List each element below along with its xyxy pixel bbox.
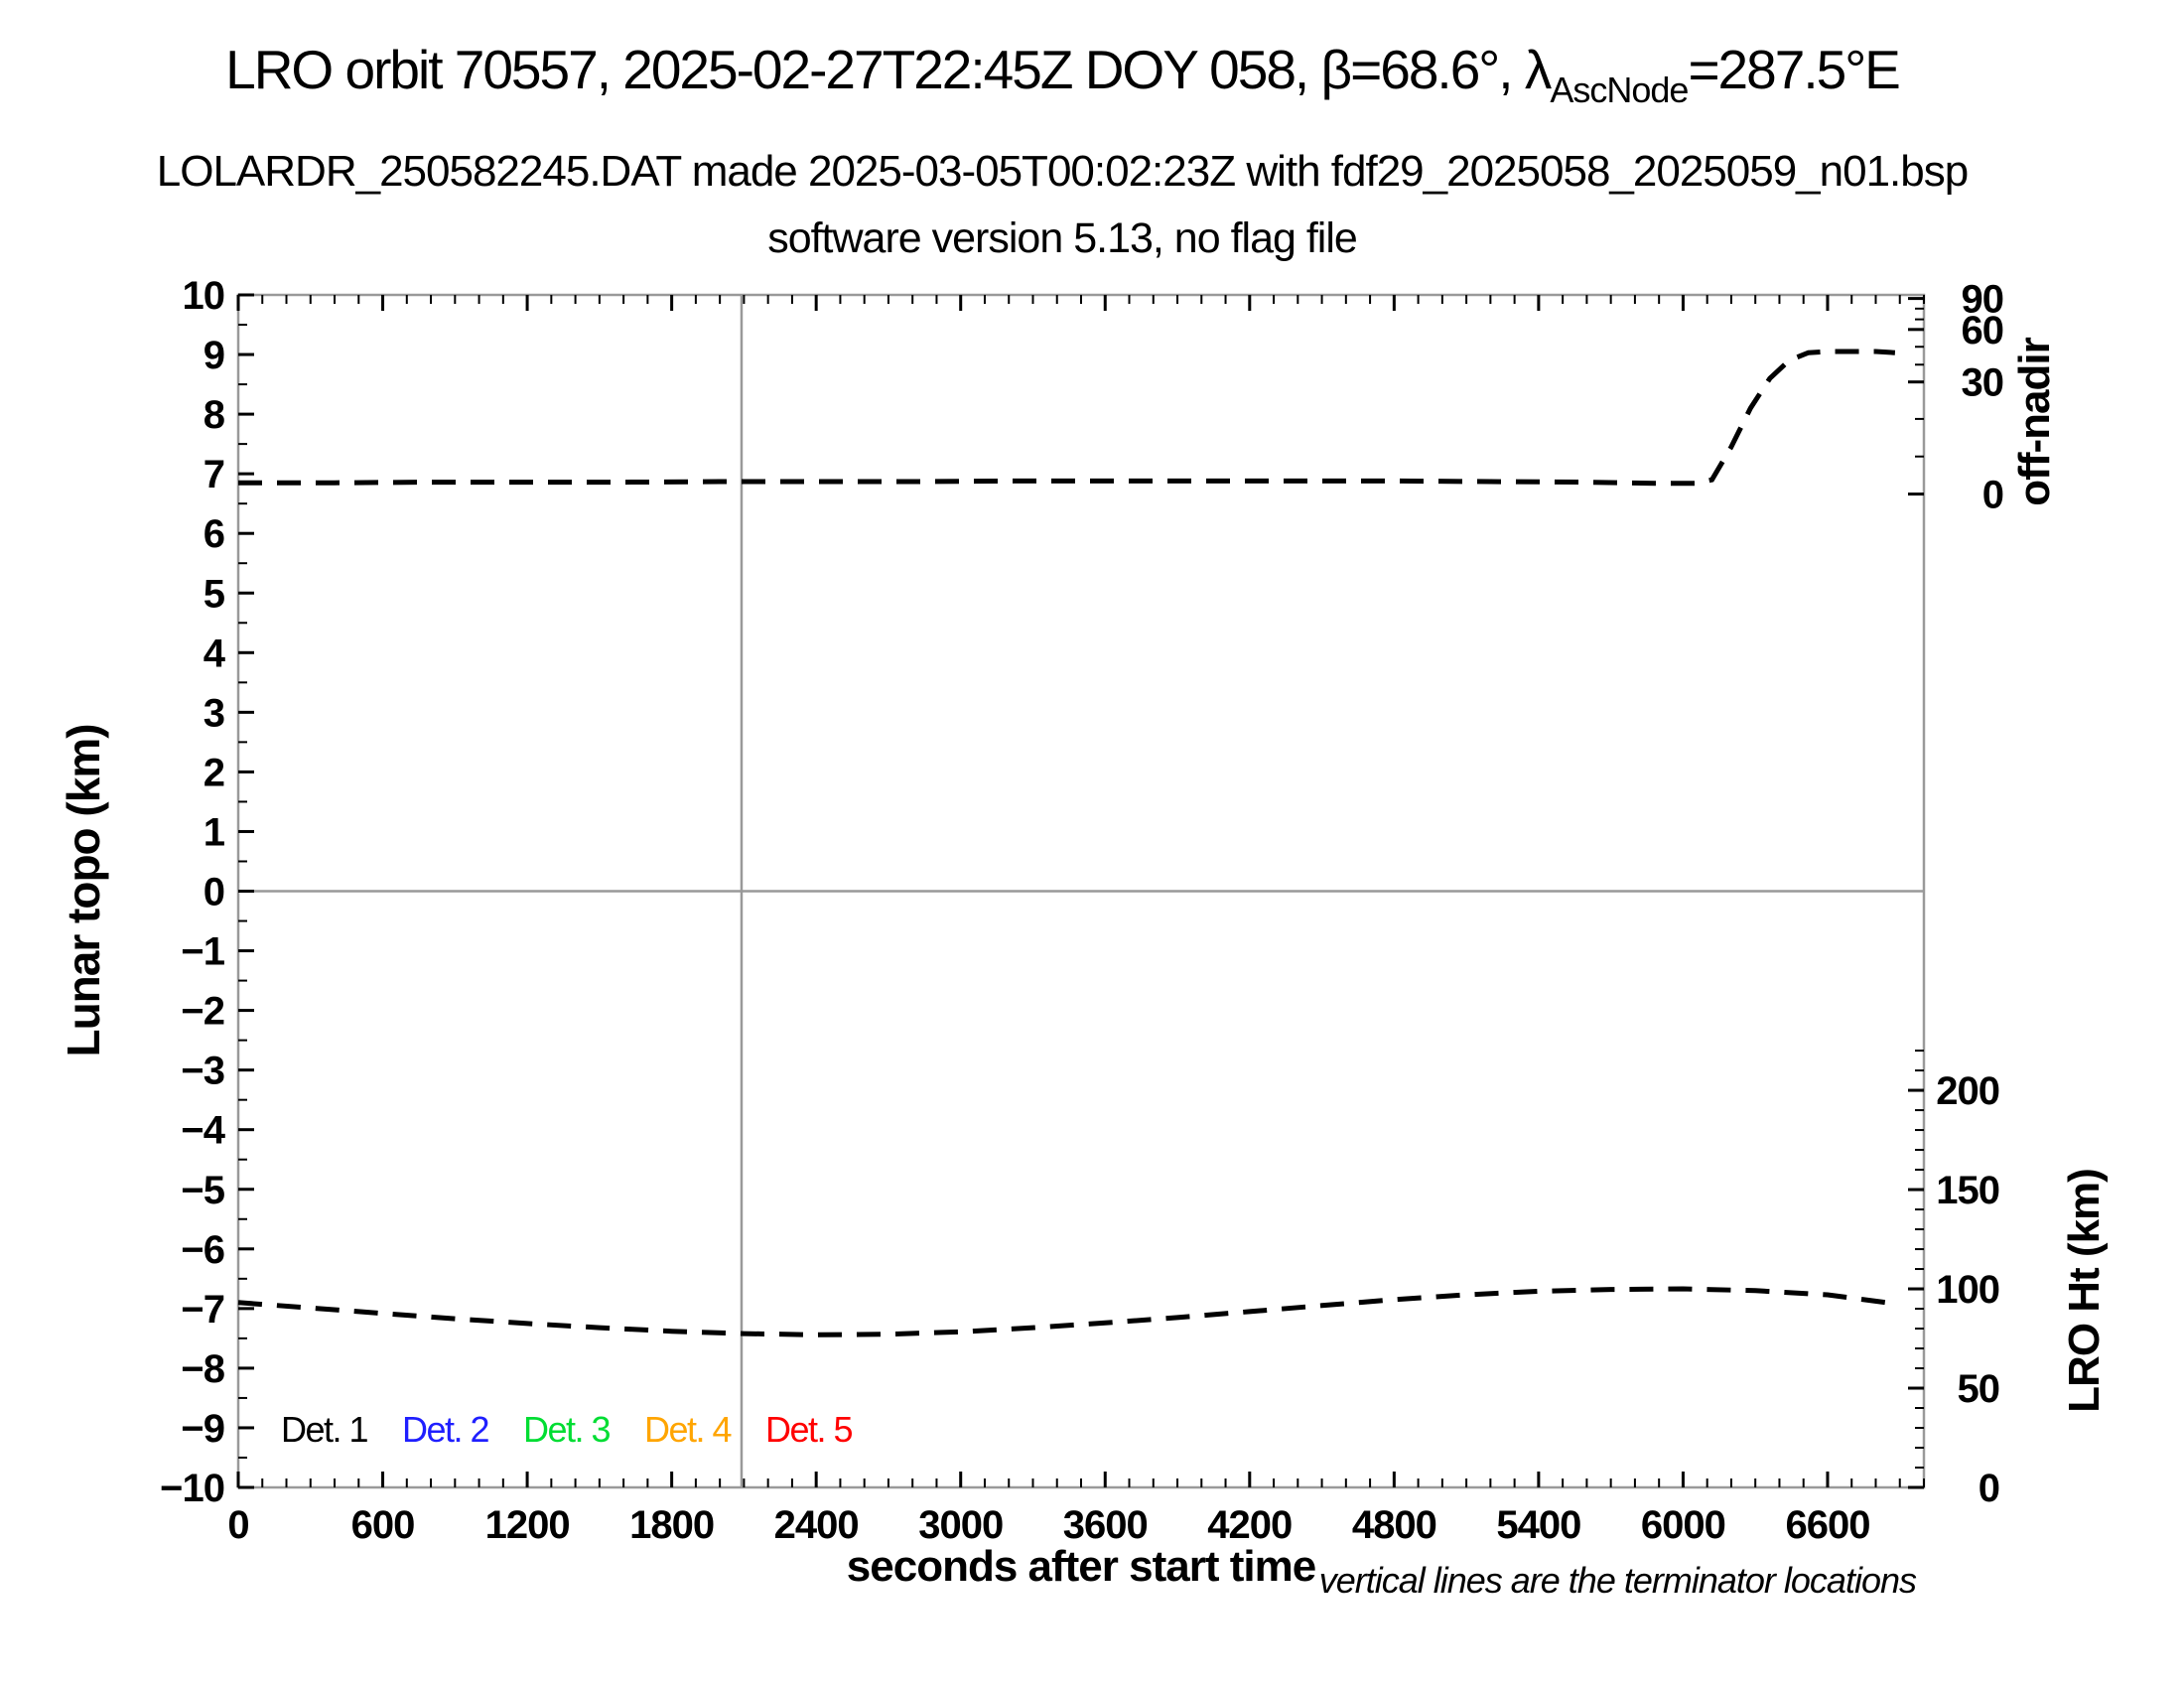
off-nadir-axis-title: off-nadir xyxy=(2010,337,2059,505)
x-axis-title: seconds after start time xyxy=(847,1542,1316,1591)
off-nadir-tick-label: 0 xyxy=(1982,474,2003,517)
x-tick-label: 2400 xyxy=(774,1503,859,1547)
y-tick-label: 2 xyxy=(204,751,224,794)
lro-height-curve xyxy=(237,1286,1896,1337)
off-nadir-tick-label: 90 xyxy=(1962,278,2004,322)
y-tick-label: −6 xyxy=(181,1228,224,1272)
y-tick-label: −10 xyxy=(160,1467,224,1510)
y-tick-label: 7 xyxy=(204,453,224,496)
x-tick-label: 6000 xyxy=(1641,1503,1725,1547)
lro-ht-tick-label: 200 xyxy=(1936,1069,1999,1113)
y-tick-label: −2 xyxy=(181,990,224,1034)
y-tick-label: −7 xyxy=(181,1288,224,1332)
y-tick-label: 4 xyxy=(204,632,226,675)
figure-subtitle-file: LOLARDR_250582245.DAT made 2025-03-05T00… xyxy=(156,147,1969,196)
y-tick-label: 5 xyxy=(204,572,225,616)
figure-subtitle-version: software version 5.13, no flag file xyxy=(767,214,1358,262)
legend-item-3: Det. 3 xyxy=(523,1409,611,1450)
terminator-footnote-text: vertical lines are the terminator locati… xyxy=(1319,1560,1917,1601)
x-tick-label: 0 xyxy=(227,1503,248,1547)
legend-item-1: Det. 1 xyxy=(281,1409,368,1450)
y-tick-label: 9 xyxy=(204,334,224,377)
y-axis-title-text: Lunar topo (km) xyxy=(58,724,109,1056)
x-tick-label: 5400 xyxy=(1496,1503,1580,1547)
y-tick-label: −5 xyxy=(181,1169,224,1212)
x-tick-label: 1200 xyxy=(485,1503,570,1547)
figure-title-tail: =287.5°E xyxy=(1688,39,1900,100)
y-tick-label: −4 xyxy=(181,1109,225,1153)
lro-ht-tick-label: 0 xyxy=(1979,1467,1999,1510)
lro-ht-tick-label: 150 xyxy=(1936,1169,1999,1212)
y-tick-label: −3 xyxy=(181,1050,224,1093)
off-nadir-tick-label: 30 xyxy=(1962,361,2004,405)
lro-ht-axis-title-text: LRO Ht (km) xyxy=(2060,1169,2109,1413)
terminator-footnote: vertical lines are the terminator locati… xyxy=(1319,1560,1918,1601)
legend: Det. 1 Det. 2 Det. 3 Det. 4 Det. 5 xyxy=(281,1409,854,1450)
x-tick-label: 6600 xyxy=(1785,1503,1869,1547)
y-tick-label: 1 xyxy=(204,810,225,854)
y-tick-label: 8 xyxy=(204,393,225,437)
y-tick-label: −1 xyxy=(181,930,224,974)
off-nadir-axis-title-text: off-nadir xyxy=(2010,337,2059,505)
off-nadir-tick-label: 60 xyxy=(1962,309,2004,352)
x-tick-label: 600 xyxy=(351,1503,415,1547)
lro-ht-tick-label: 50 xyxy=(1958,1367,2000,1411)
x-tick-label: 3600 xyxy=(1063,1503,1148,1547)
x-tick-label: 3000 xyxy=(918,1503,1003,1547)
legend-item-2: Det. 2 xyxy=(402,1409,489,1450)
legend-item-4: Det. 4 xyxy=(644,1409,732,1450)
x-axis-title-text: seconds after start time xyxy=(847,1542,1315,1591)
legend-item-5: Det. 5 xyxy=(765,1409,853,1450)
lro-ht-axis-title: LRO Ht (km) xyxy=(2060,1169,2109,1413)
y-tick-label: −9 xyxy=(181,1407,224,1451)
x-tick-label: 1800 xyxy=(629,1503,714,1547)
y-tick-label: 10 xyxy=(183,274,225,318)
figure-title-main: LRO orbit 70557, 2025-02-27T22:45Z DOY 0… xyxy=(225,39,1552,100)
off-nadir-curve xyxy=(238,349,1896,487)
lro-ht-ticks: 200 150 100 50 0 xyxy=(1908,1050,2000,1510)
guide-lines xyxy=(238,295,1924,1487)
figure-title-subscript: AscNode xyxy=(1550,70,1689,110)
x-tick-label: 4200 xyxy=(1207,1503,1292,1547)
y-tick-label: 3 xyxy=(204,691,224,735)
figure-title: LRO orbit 70557, 2025-02-27T22:45Z DOY 0… xyxy=(0,38,2124,111)
x-axis-ticks: 0 600 1200 1800 2400 3000 3600 4200 4800 5400 6000… xyxy=(227,295,1925,1547)
y-tick-label: 0 xyxy=(204,871,224,914)
y-tick-label: −8 xyxy=(181,1347,224,1391)
x-tick-label: 4800 xyxy=(1352,1503,1436,1547)
y-tick-label: 6 xyxy=(204,512,224,556)
lro-ht-tick-label: 100 xyxy=(1936,1268,1999,1312)
y-axis-title: Lunar topo (km) xyxy=(58,724,109,1056)
